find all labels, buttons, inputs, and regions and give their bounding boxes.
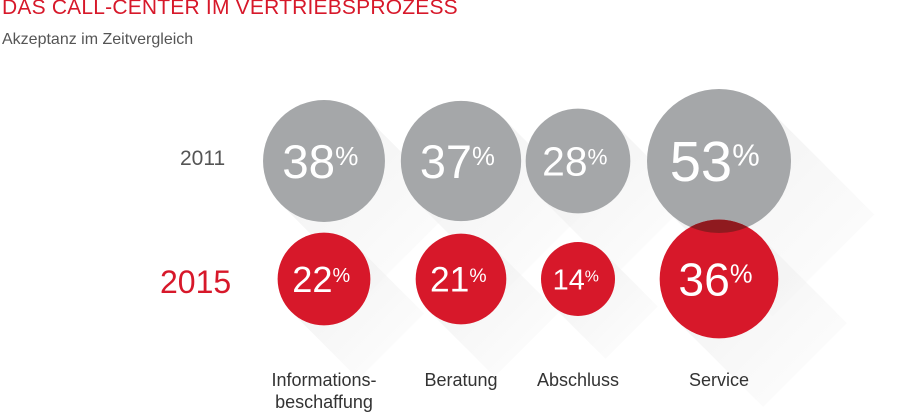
bubbles: [263, 89, 791, 339]
value-label-abschluss-2011: 28%: [542, 139, 607, 185]
bubble-beratung-2011: [400, 100, 522, 222]
value-label-service-2011: 53%: [670, 130, 760, 193]
category-label-abschluss: Abschluss: [536, 370, 620, 390]
value-label-informationsbeschaffung-2011: 38%: [282, 136, 358, 189]
bubble-service-2011: [647, 89, 791, 233]
bubble-beratung-2015: [415, 233, 507, 325]
bubble-labels: 38% 37% 28% 53% 22% 21% 14% 36%: [282, 130, 759, 305]
value-label-service-2015: 36%: [678, 254, 752, 306]
bubble-informationsbeschaffung-2015: [277, 232, 371, 326]
value-label-informationsbeschaffung-2015: 22%: [292, 259, 350, 300]
chart-title: DAS CALL-CENTER IM VERTRIEBSPROZESS: [2, 0, 458, 19]
bubble-service-2015: [659, 219, 779, 339]
value-label-beratung-2011: 37%: [420, 136, 495, 188]
value-label-beratung-2015: 21%: [430, 260, 487, 300]
value-label-abschluss-2015: 14%: [553, 264, 599, 296]
category-label-informationsbeschaffung: Informations- beschaffung: [271, 370, 377, 412]
category-label-beratung: Beratung: [424, 370, 498, 390]
chart-subtitle: Akzeptanz im Zeitvergleich: [2, 31, 194, 48]
series-label-2011: 2011: [180, 147, 226, 170]
bubble-abschluss-2015: [540, 241, 616, 317]
bubble-informationsbeschaffung-2011: [263, 100, 385, 222]
category-label-service: Service: [688, 370, 750, 390]
bubble-abschluss-2011: [525, 108, 631, 214]
series-label-2015: 2015: [160, 264, 232, 300]
